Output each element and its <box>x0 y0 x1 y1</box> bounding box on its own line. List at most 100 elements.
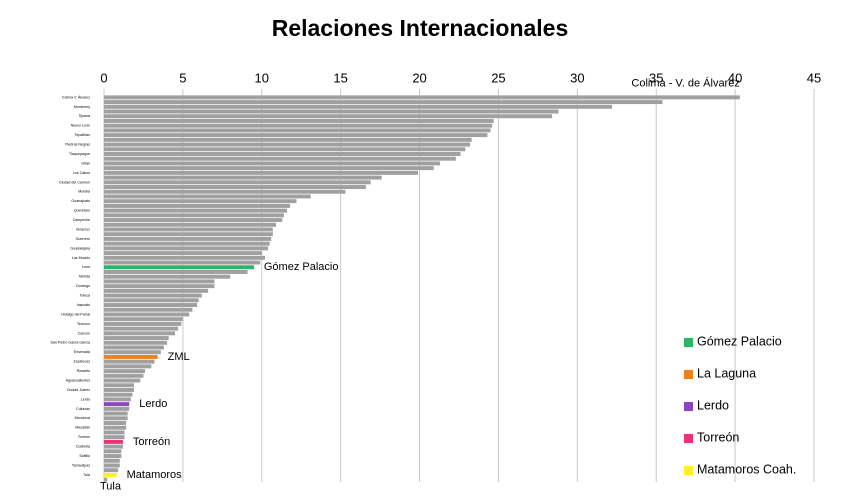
bar <box>104 317 183 322</box>
x-tick-label: 20 <box>412 70 426 85</box>
bar <box>104 128 491 133</box>
legend-swatch <box>684 338 693 347</box>
annotation: Tula <box>100 481 122 493</box>
bar <box>104 118 494 123</box>
bar <box>104 336 169 341</box>
bar <box>104 213 284 218</box>
bar <box>104 468 119 473</box>
bar <box>104 421 127 425</box>
bar <box>104 425 127 430</box>
bar <box>104 369 146 374</box>
bar <box>104 307 193 312</box>
bar <box>104 279 215 284</box>
legend-label: Matamoros Coah. <box>697 462 796 476</box>
y-tick-label: Durango <box>76 284 90 288</box>
legend-swatch <box>684 370 693 379</box>
bar <box>104 95 740 100</box>
y-tick-label: Nuevo León <box>71 124 90 128</box>
bar <box>104 354 158 359</box>
bar <box>104 383 134 388</box>
annotation: Lerdo <box>139 398 167 410</box>
legend-label: Gómez Palacio <box>697 334 782 348</box>
y-tick-label: Los Mochis <box>72 256 90 260</box>
annotation: Gómez Palacio <box>264 261 339 273</box>
y-tick-label: Irapuato <box>77 303 90 307</box>
bar <box>104 364 152 369</box>
legend-label: Lerdo <box>697 398 729 412</box>
y-tick-label: León <box>82 265 90 269</box>
bar <box>104 472 117 477</box>
y-tick-label: Tamaulipas <box>72 463 90 467</box>
bar <box>104 161 441 166</box>
y-tick-label: Toluca <box>80 294 90 298</box>
bar <box>104 137 472 142</box>
y-tick-label: Tlaquepaque <box>69 152 90 156</box>
x-tick-label: 0 <box>100 70 107 85</box>
annotation: Torreón <box>133 436 170 448</box>
annotation: ZML <box>168 351 190 363</box>
bar <box>104 255 265 260</box>
bar <box>104 340 168 345</box>
y-tick-label: Cancún <box>78 331 90 335</box>
y-tick-label: Culiacán <box>76 407 90 411</box>
legend-swatch <box>684 402 693 411</box>
y-tick-label: Aguascalientes <box>66 378 91 382</box>
bar <box>104 123 493 128</box>
bar <box>104 203 291 208</box>
y-tick-label: Los Cabos <box>73 171 90 175</box>
bar <box>104 444 123 449</box>
bar <box>104 458 120 463</box>
y-tick-label: Tepatitlán <box>75 133 90 137</box>
y-tick-label: Lerdo <box>81 397 90 401</box>
bar <box>104 246 269 251</box>
bar <box>104 463 120 468</box>
y-tick-label: San Pedro Garza García <box>50 341 90 345</box>
bar <box>104 406 130 411</box>
bar <box>104 454 122 459</box>
bar <box>104 166 434 171</box>
bar <box>104 236 272 241</box>
y-tick-label: Campeche <box>73 218 90 222</box>
x-tick-label: 40 <box>728 70 742 85</box>
bar <box>104 175 382 180</box>
bar <box>104 411 128 416</box>
legend-label: La Laguna <box>697 366 756 380</box>
bar <box>104 133 488 138</box>
bar <box>104 109 559 114</box>
bar <box>104 147 466 152</box>
y-tick-label: Tula <box>83 473 90 477</box>
bar <box>104 298 199 303</box>
bar <box>104 170 418 175</box>
y-tick-label: Monclova <box>75 416 90 420</box>
y-tick-label: Saltillo <box>79 454 90 458</box>
bar <box>104 265 254 270</box>
bar <box>104 222 276 227</box>
bar <box>104 104 613 109</box>
y-tick-label: Guerrero <box>76 237 90 241</box>
bar <box>104 288 209 293</box>
bar <box>104 180 371 185</box>
y-tick-label: Torreón <box>78 435 90 439</box>
bar <box>104 227 273 232</box>
y-tick-label: Texcoco <box>77 322 90 326</box>
bar <box>104 152 461 156</box>
bar <box>104 241 270 246</box>
chart-title: Relaciones Internacionales <box>272 15 569 41</box>
legend-swatch <box>684 434 693 443</box>
y-tick-label: Veracruz <box>76 227 90 231</box>
bar <box>104 199 297 204</box>
y-tick-label: Guanajuato <box>71 199 90 203</box>
bar <box>104 142 471 147</box>
y-tick-label: Coahuila <box>76 445 90 449</box>
bar <box>104 387 134 392</box>
bar <box>104 435 125 440</box>
y-tick-label: Monterrey <box>74 105 90 109</box>
bar <box>104 269 248 274</box>
y-tick-label: Ixtlán <box>81 161 90 165</box>
bar <box>104 189 346 194</box>
bar <box>104 218 283 223</box>
y-tick-label: Tijuana <box>78 114 90 118</box>
x-tick-label: 30 <box>570 70 584 85</box>
y-tick-label: Querétaro <box>74 209 90 213</box>
